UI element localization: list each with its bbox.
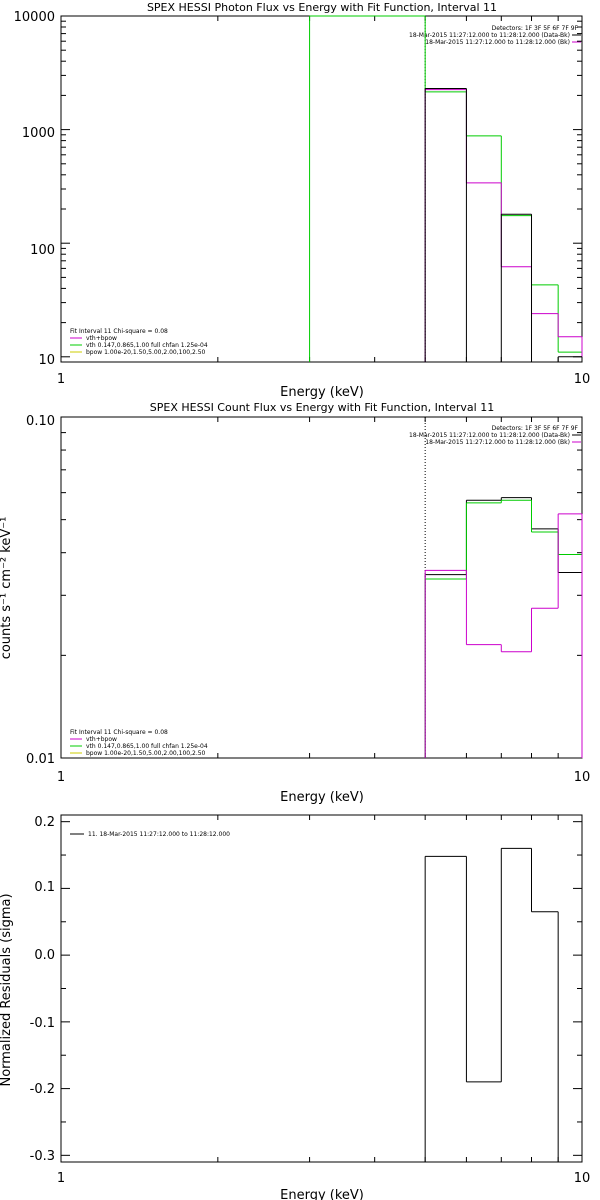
panel-residuals: 0.2 0.1 0.0 -0.1 -0.2 -0.3 1 10 Energy (…: [0, 814, 591, 1200]
photon-flux-legend-vth: vth 0.147,0.865,1.00 full chfan 1.25e-04: [86, 342, 208, 349]
count-flux-xtick-10: 10: [574, 770, 591, 785]
photon-flux-fit-header: Fit Interval 11 Chi-square = 0.08: [70, 328, 168, 335]
residuals-ytick-minus0.3: -0.3: [30, 1149, 55, 1164]
count-flux-ylabel: counts s⁻¹ cm⁻² keV⁻¹: [0, 517, 14, 660]
photon-flux-title: SPEX HESSI Photon Flux vs Energy with Fi…: [147, 1, 497, 14]
residuals-ytick-minus0.2: -0.2: [30, 1082, 55, 1097]
residuals-xtick-1: 1: [57, 1171, 65, 1186]
count-flux-fit-legend: Fit Interval 11 Chi-square = 0.08 vth+bp…: [70, 729, 208, 757]
count-flux-xtick-1: 1: [57, 770, 65, 785]
count-flux-legend-vth: vth 0.147,0.865,1.00 full chfan 1.25e-04: [86, 743, 208, 750]
photon-flux-xlabel: Energy (keV): [280, 385, 364, 400]
residuals-xtick-10: 10: [574, 1171, 591, 1186]
photon-flux-plot-frame: [60, 15, 583, 363]
residuals-ytick-0.1: 0.1: [34, 880, 55, 895]
residuals-xlabel: Energy (keV): [280, 1188, 364, 1200]
photon-flux-xtick-1: 1: [57, 372, 65, 387]
count-flux-title: SPEX HESSI Count Flux vs Energy with Fit…: [150, 401, 494, 414]
photon-flux-detectors: Detectors: 1F 3F 5F 6F 7F 9F: [492, 25, 579, 32]
count-flux-time-bk: 18-Mar-2015 11:27:12.000 to 11:28:12.000…: [425, 439, 570, 446]
photon-flux-marks: [61, 15, 583, 363]
residuals-ylabel: Normalized Residuals (sigma): [0, 893, 14, 1086]
residuals-marks: [61, 815, 582, 1162]
photon-flux-xtick-10: 10: [574, 372, 591, 387]
panel-photon-flux: SPEX HESSI Photon Flux vs Energy with Fi…: [14, 1, 591, 400]
residuals-ytick-0.2: 0.2: [34, 815, 55, 830]
photon-flux-time-bk: 18-Mar-2015 11:27:12.000 to 11:28:12.000…: [425, 39, 570, 46]
panel-count-flux: SPEX HESSI Count Flux vs Energy with Fit…: [0, 401, 590, 805]
count-flux-time-databk: 18-Mar-2015 11:27:12.000 to 11:28:12.000…: [409, 432, 570, 439]
photon-flux-fit-legend: Fit Interval 11 Chi-square = 0.08 vth+bp…: [70, 328, 208, 356]
photon-flux-time-databk: 18-Mar-2015 11:27:12.000 to 11:28:12.000…: [409, 32, 570, 39]
count-flux-xlabel: Energy (keV): [280, 790, 364, 805]
photon-flux-ytick-1000: 1000: [22, 126, 55, 141]
photon-flux-ytick-100: 100: [30, 243, 55, 258]
count-flux-detectors: Detectors: 1F 3F 5F 6F 7F 9F: [492, 425, 579, 432]
residuals-ytick-minus0.1: -0.1: [30, 1016, 55, 1031]
residuals-plot-frame: [60, 814, 583, 1163]
photon-flux-legend-model: vth+bpow: [86, 335, 117, 342]
count-flux-marks: [61, 416, 583, 759]
photon-flux-ytick-10: 10: [38, 353, 55, 368]
count-flux-legend-model: vth+bpow: [86, 736, 117, 743]
count-flux-info-box: Detectors: 1F 3F 5F 6F 7F 9F 18-Mar-2015…: [409, 425, 581, 446]
count-flux-plot-frame: [60, 416, 583, 759]
photon-flux-info-box: Detectors: 1F 3F 5F 6F 7F 9F 18-Mar-2015…: [409, 25, 581, 46]
count-flux-fit-header: Fit Interval 11 Chi-square = 0.08: [70, 729, 168, 736]
count-flux-ytick-010: 0.10: [26, 414, 55, 429]
count-flux-legend-bpow: bpow 1.00e-20,1.50,5.00,2.00,100,2.50: [86, 750, 206, 757]
residuals-legend: 11. 18-Mar-2015 11:27:12.000 to 11:28:12…: [88, 831, 230, 838]
photon-flux-legend-bpow: bpow 1.00e-20,1.50,5.00,2.00,100,2.50: [86, 349, 206, 356]
photon-flux-ytick-10000: 10000: [14, 10, 55, 25]
count-flux-ytick-001: 0.01: [26, 752, 55, 767]
residuals-ytick-0.0: 0.0: [34, 948, 55, 963]
